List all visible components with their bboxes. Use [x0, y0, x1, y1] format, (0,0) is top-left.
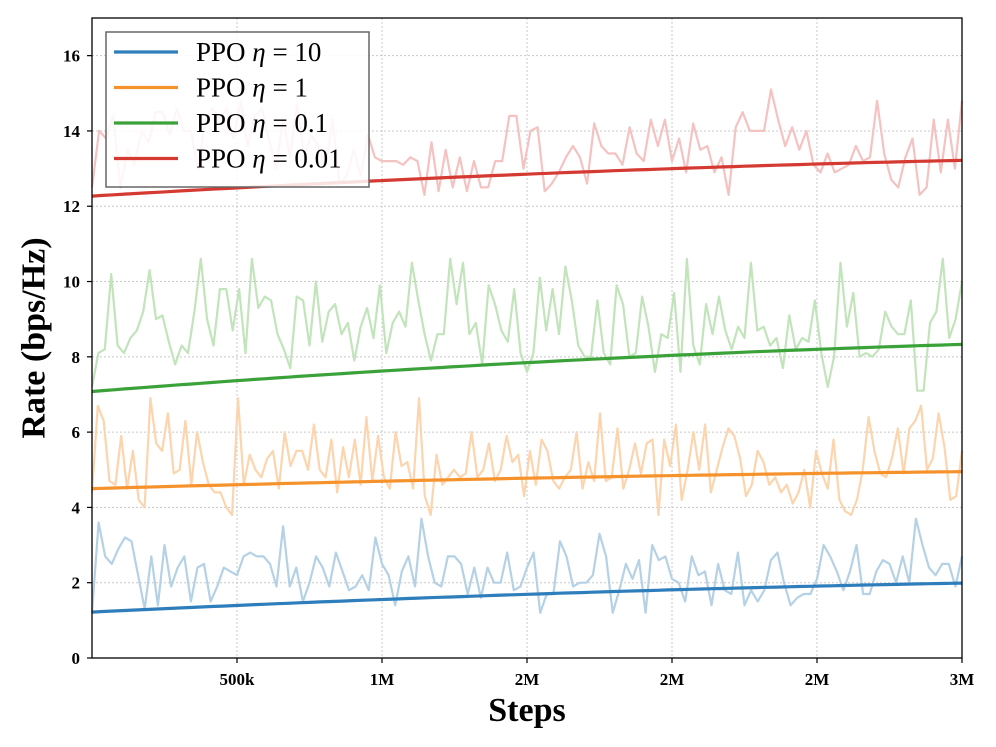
y-tick-label-5: 10	[63, 273, 80, 292]
smoothed-series-lines	[91, 158, 963, 614]
legend-label-eta-2: η	[252, 108, 265, 138]
legend-label-3: PPO η = 0.01	[196, 144, 342, 174]
legend-label-0: PPO η = 10	[196, 37, 321, 67]
legend-label-suffix-1: = 1	[266, 73, 308, 103]
y-tick-label-4: 8	[72, 348, 81, 367]
y-tick-label-3: 6	[72, 423, 81, 442]
smoothed-series-line-1	[91, 470, 963, 491]
legend-label-prefix-3: PPO	[196, 144, 252, 174]
y-tick-label-6: 12	[63, 197, 80, 216]
y-tick-label-1: 2	[72, 574, 81, 593]
y-axis-ticks: 0 2 4 6 8 10 12 14 16	[63, 47, 92, 668]
y-tick-label-7: 14	[63, 122, 81, 141]
raw-series-line-1	[90, 397, 964, 517]
x-axis-label: Steps	[488, 692, 565, 729]
y-tick-label-2: 4	[72, 498, 81, 517]
y-tick-label-8: 16	[63, 47, 80, 66]
y-tick-label-0: 0	[72, 649, 81, 668]
legend-label-1: PPO η = 1	[196, 73, 308, 103]
x-tick-label-2: 2M	[515, 670, 540, 689]
x-tick-label-0: 500k	[220, 670, 256, 689]
legend-label-prefix-0: PPO	[196, 37, 252, 67]
raw-series-line-0	[90, 517, 964, 614]
legend-label-eta-0: η	[252, 37, 265, 67]
x-tick-label-3: 2M	[660, 670, 685, 689]
legend-label-2: PPO η = 0.1	[196, 108, 328, 138]
legend-label-eta-1: η	[252, 73, 265, 103]
legend-box	[105, 31, 370, 188]
smoothed-series-line-3	[91, 158, 963, 198]
legend-label-prefix-1: PPO	[196, 73, 252, 103]
legend-label-suffix-2: = 0.1	[266, 108, 328, 138]
x-tick-label-5: 3M	[950, 670, 975, 689]
smoothed-series-line-2	[91, 342, 963, 394]
x-tick-label-4: 2M	[805, 670, 830, 689]
x-axis-ticks: 500k 1M 2M 2M 2M 3M	[220, 658, 975, 689]
legend-label-prefix-2: PPO	[196, 108, 252, 138]
legend-label-suffix-3: = 0.01	[266, 144, 342, 174]
legend-label-eta-3: η	[252, 144, 265, 174]
legend-label-suffix-0: = 10	[266, 37, 322, 67]
y-axis-label: Rate (bps/Hz)	[16, 237, 53, 438]
x-tick-label-1: 1M	[370, 670, 395, 689]
raw-series-line-2	[90, 257, 964, 392]
smoothed-series-line-0	[91, 581, 963, 614]
